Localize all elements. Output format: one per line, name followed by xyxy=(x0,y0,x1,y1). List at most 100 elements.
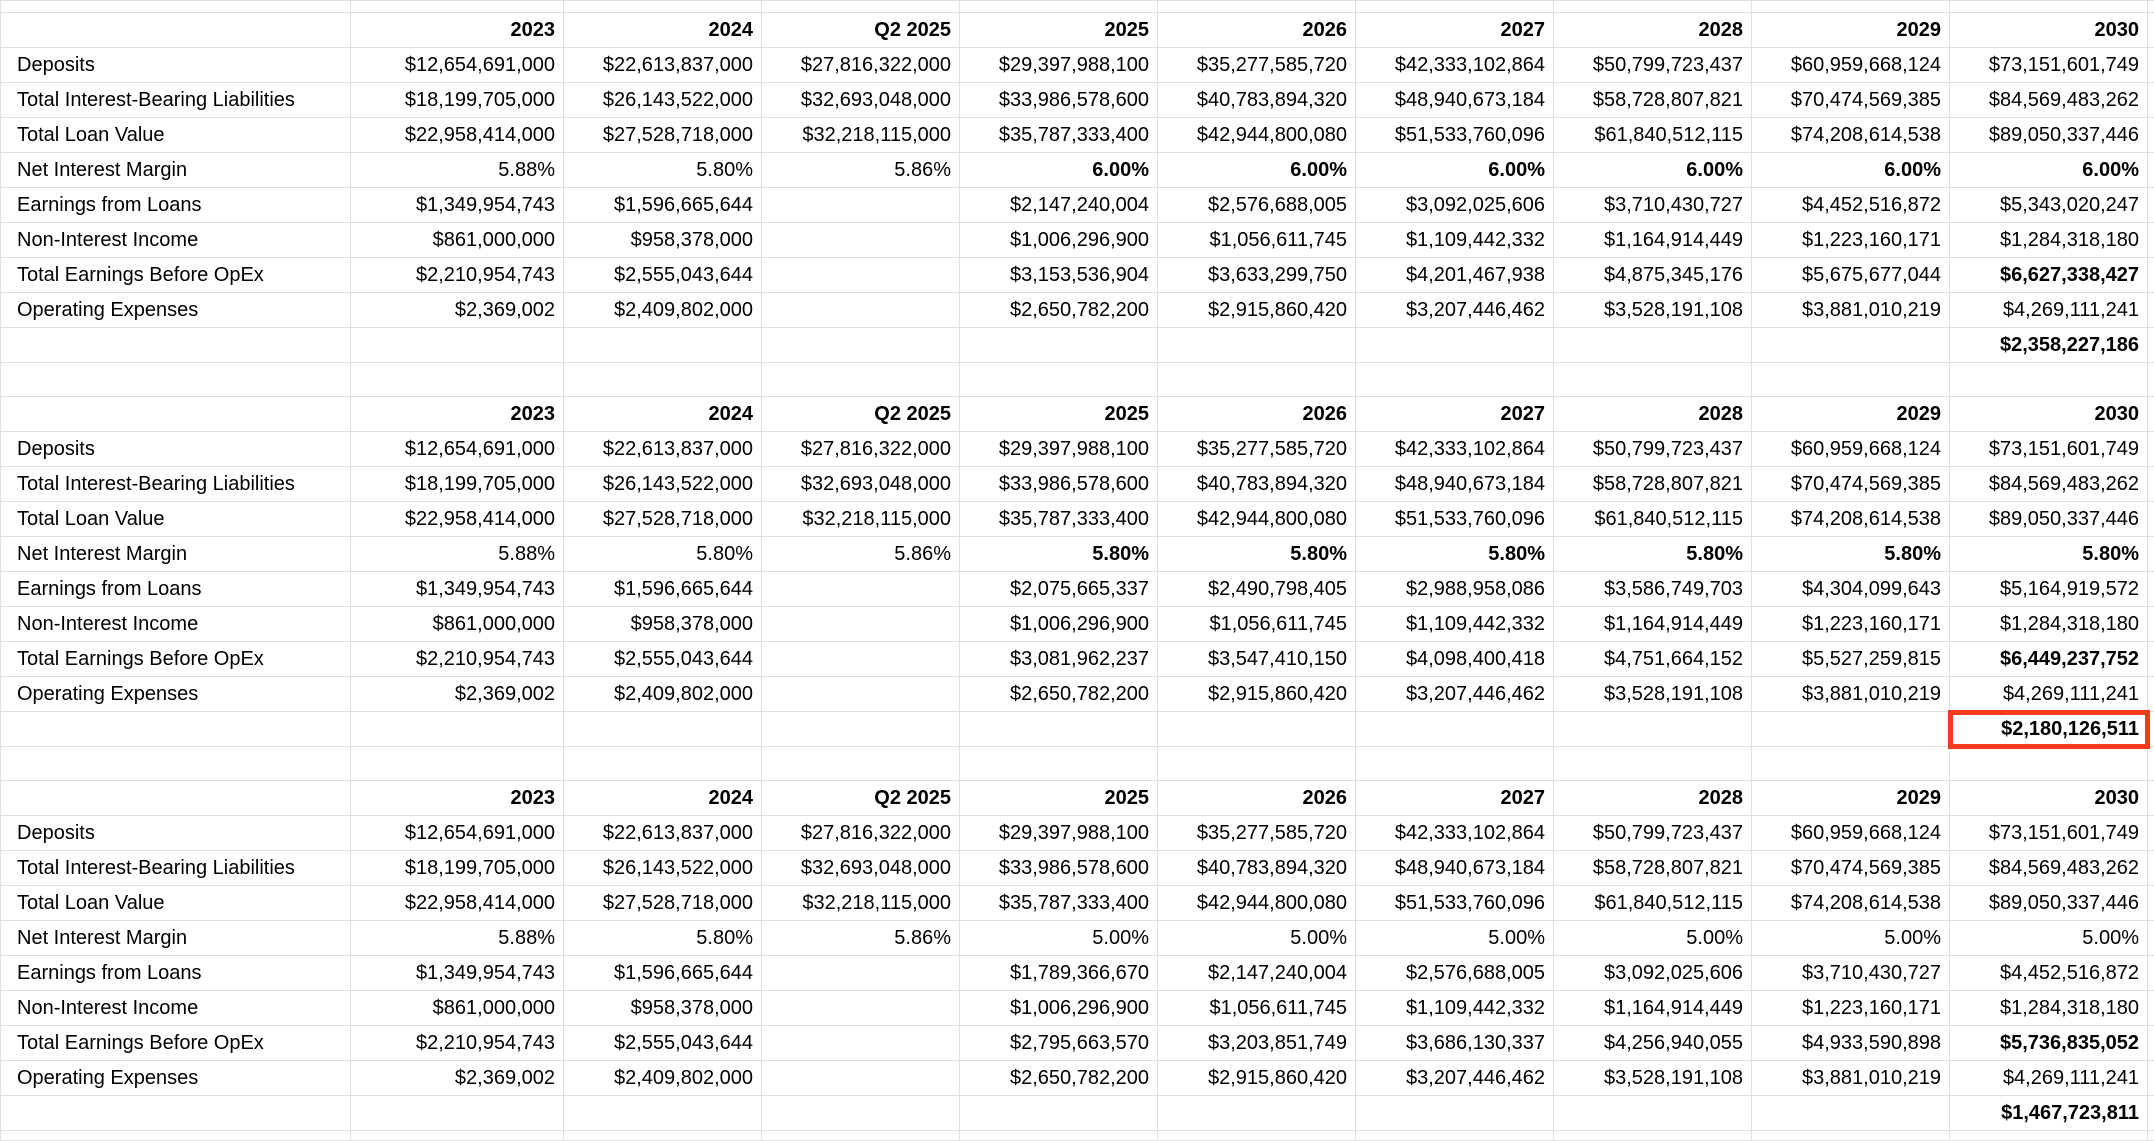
net-interest-margin-cell[interactable]: 5.00% xyxy=(1752,921,1950,956)
net-interest-margin-cell[interactable]: 5.86% xyxy=(762,921,960,956)
value-cell[interactable]: $1,596,665,644 xyxy=(564,188,762,223)
value-cell[interactable]: $1,006,296,900 xyxy=(960,223,1158,258)
value-cell[interactable]: $40,783,894,320 xyxy=(1158,851,1356,886)
value-cell[interactable]: $1,284,318,180 xyxy=(1950,607,2148,642)
value-cell[interactable]: $1,164,914,449 xyxy=(1554,607,1752,642)
value-cell[interactable]: $22,613,837,000 xyxy=(564,816,762,851)
row-label[interactable]: Total Interest-Bearing Liabilities xyxy=(1,851,351,886)
value-cell[interactable]: $2,576,688,005 xyxy=(1158,188,1356,223)
value-cell[interactable]: $1,349,954,743 xyxy=(351,572,564,607)
empty-cell[interactable] xyxy=(1158,1,1356,13)
edge-cell[interactable] xyxy=(2148,712,2154,747)
empty-cell[interactable] xyxy=(564,1096,762,1131)
row-label[interactable]: Total Loan Value xyxy=(1,118,351,153)
value-cell[interactable]: $18,199,705,000 xyxy=(351,467,564,502)
value-cell[interactable] xyxy=(762,1026,960,1061)
edge-cell[interactable] xyxy=(2148,1061,2154,1096)
value-cell[interactable]: $32,218,115,000 xyxy=(762,886,960,921)
value-cell[interactable]: $1,109,442,332 xyxy=(1356,223,1554,258)
empty-cell[interactable] xyxy=(564,328,762,363)
edge-cell[interactable] xyxy=(2148,467,2154,502)
row-label[interactable]: Net Interest Margin xyxy=(1,921,351,956)
edge-cell[interactable] xyxy=(2148,48,2154,83)
column-header[interactable]: 2023 xyxy=(351,781,564,816)
row-label[interactable]: Non-Interest Income xyxy=(1,223,351,258)
value-cell[interactable]: $1,596,665,644 xyxy=(564,956,762,991)
empty-cell[interactable] xyxy=(1,363,351,397)
empty-cell[interactable] xyxy=(1554,747,1752,781)
value-cell[interactable]: $22,958,414,000 xyxy=(351,886,564,921)
value-cell[interactable]: $1,596,665,644 xyxy=(564,572,762,607)
empty-cell[interactable] xyxy=(1,712,351,747)
value-cell[interactable]: $70,474,569,385 xyxy=(1752,83,1950,118)
value-cell[interactable]: $3,081,962,237 xyxy=(960,642,1158,677)
value-cell[interactable]: $1,223,160,171 xyxy=(1752,607,1950,642)
value-cell[interactable]: $2,409,802,000 xyxy=(564,677,762,712)
edge-cell[interactable] xyxy=(2148,537,2154,572)
value-cell[interactable]: $2,210,954,743 xyxy=(351,642,564,677)
row-label[interactable]: Total Earnings Before OpEx xyxy=(1,1026,351,1061)
value-cell[interactable]: $89,050,337,446 xyxy=(1950,886,2148,921)
empty-cell[interactable] xyxy=(762,363,960,397)
column-header[interactable]: 2023 xyxy=(351,13,564,48)
value-cell[interactable]: $4,875,345,176 xyxy=(1554,258,1752,293)
value-cell[interactable] xyxy=(762,293,960,328)
value-cell[interactable]: $58,728,807,821 xyxy=(1554,851,1752,886)
value-cell[interactable]: $4,452,516,872 xyxy=(1752,188,1950,223)
value-cell[interactable]: $42,944,800,080 xyxy=(1158,502,1356,537)
net-interest-margin-cell[interactable]: 5.80% xyxy=(1356,537,1554,572)
value-cell[interactable]: $3,881,010,219 xyxy=(1752,1061,1950,1096)
column-header[interactable]: 2026 xyxy=(1158,397,1356,432)
value-cell[interactable]: $5,736,835,052 xyxy=(1950,1026,2148,1061)
value-cell[interactable]: $35,787,333,400 xyxy=(960,886,1158,921)
empty-cell[interactable] xyxy=(1356,1,1554,13)
column-header[interactable]: 2029 xyxy=(1752,781,1950,816)
value-cell[interactable]: $32,218,115,000 xyxy=(762,118,960,153)
value-cell[interactable]: $1,349,954,743 xyxy=(351,188,564,223)
value-cell[interactable]: $2,555,043,644 xyxy=(564,258,762,293)
row-label[interactable]: Total Interest-Bearing Liabilities xyxy=(1,467,351,502)
net-interest-margin-cell[interactable]: 5.00% xyxy=(1158,921,1356,956)
empty-cell[interactable] xyxy=(960,1,1158,13)
value-cell[interactable]: $73,151,601,749 xyxy=(1950,432,2148,467)
edge-cell[interactable] xyxy=(2148,677,2154,712)
scenario-total-cell[interactable]: $2,358,227,186 xyxy=(1950,328,2148,363)
empty-cell[interactable] xyxy=(960,747,1158,781)
value-cell[interactable]: $3,547,410,150 xyxy=(1158,642,1356,677)
value-cell[interactable]: $27,528,718,000 xyxy=(564,118,762,153)
edge-cell[interactable] xyxy=(2148,153,2154,188)
value-cell[interactable]: $22,613,837,000 xyxy=(564,432,762,467)
empty-cell[interactable] xyxy=(1356,747,1554,781)
value-cell[interactable]: $4,098,400,418 xyxy=(1356,642,1554,677)
row-label[interactable]: Non-Interest Income xyxy=(1,607,351,642)
value-cell[interactable]: $958,378,000 xyxy=(564,991,762,1026)
value-cell[interactable]: $50,799,723,437 xyxy=(1554,432,1752,467)
value-cell[interactable]: $3,203,851,749 xyxy=(1158,1026,1356,1061)
value-cell[interactable]: $3,881,010,219 xyxy=(1752,677,1950,712)
edge-cell[interactable] xyxy=(2148,816,2154,851)
column-header[interactable]: 2028 xyxy=(1554,781,1752,816)
net-interest-margin-cell[interactable]: 5.80% xyxy=(564,537,762,572)
edge-cell[interactable] xyxy=(2148,1026,2154,1061)
column-header[interactable]: 2026 xyxy=(1158,13,1356,48)
net-interest-margin-cell[interactable]: 5.80% xyxy=(960,537,1158,572)
edge-cell[interactable] xyxy=(2148,502,2154,537)
value-cell[interactable]: $32,693,048,000 xyxy=(762,851,960,886)
empty-cell[interactable] xyxy=(351,1131,564,1141)
corner-cell[interactable] xyxy=(1,781,351,816)
value-cell[interactable]: $18,199,705,000 xyxy=(351,851,564,886)
value-cell[interactable]: $2,650,782,200 xyxy=(960,677,1158,712)
value-cell[interactable]: $1,056,611,745 xyxy=(1158,223,1356,258)
empty-cell[interactable] xyxy=(1950,1,2148,13)
column-header[interactable]: 2030 xyxy=(1950,781,2148,816)
empty-cell[interactable] xyxy=(1950,363,2148,397)
value-cell[interactable]: $73,151,601,749 xyxy=(1950,816,2148,851)
row-label[interactable]: Net Interest Margin xyxy=(1,153,351,188)
value-cell[interactable]: $61,840,512,115 xyxy=(1554,118,1752,153)
value-cell[interactable]: $2,915,860,420 xyxy=(1158,677,1356,712)
net-interest-margin-cell[interactable]: 5.88% xyxy=(351,537,564,572)
value-cell[interactable]: $32,693,048,000 xyxy=(762,83,960,118)
value-cell[interactable]: $3,092,025,606 xyxy=(1356,188,1554,223)
value-cell[interactable]: $1,164,914,449 xyxy=(1554,223,1752,258)
value-cell[interactable]: $2,555,043,644 xyxy=(564,1026,762,1061)
